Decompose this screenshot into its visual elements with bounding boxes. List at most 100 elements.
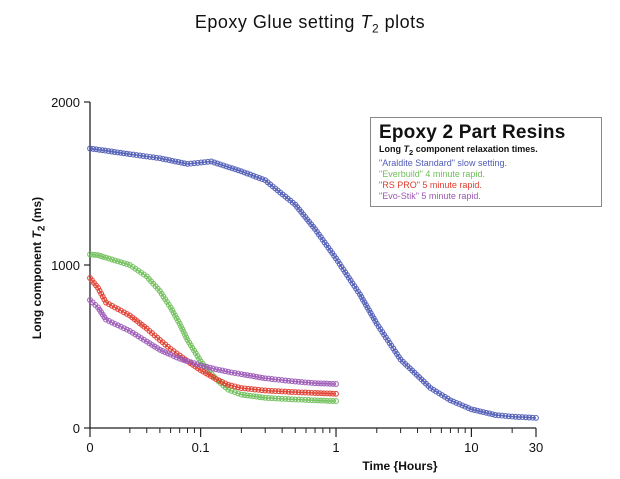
- data-point: [100, 253, 107, 260]
- data-point: [235, 384, 242, 391]
- data-point: [315, 397, 321, 404]
- series-line-3: [89, 299, 337, 385]
- data-point: [272, 388, 279, 395]
- data-point: [275, 395, 282, 402]
- data-point: [427, 385, 434, 392]
- data-point: [247, 372, 254, 379]
- x-tick-label: 30: [529, 440, 543, 455]
- data-point: [106, 255, 112, 262]
- data-point: [111, 257, 118, 264]
- chart-title-subscript: 2: [371, 21, 380, 36]
- data-point: [231, 370, 238, 376]
- data-point: [223, 163, 230, 170]
- x-tick-label: 0.1: [192, 440, 210, 455]
- data-point: [102, 147, 109, 154]
- data-point: [477, 408, 484, 415]
- data-point: [252, 386, 258, 393]
- data-point: [109, 319, 115, 326]
- data-point: [250, 393, 257, 400]
- data-point: [278, 377, 285, 384]
- data-point: [295, 378, 302, 385]
- data-point: [253, 173, 260, 180]
- data-point: [103, 299, 109, 306]
- data-point: [97, 253, 104, 259]
- data-point: [248, 386, 255, 393]
- data-point: [295, 396, 302, 403]
- data-point: [92, 251, 99, 258]
- data-point: [318, 390, 324, 397]
- data-point: [225, 381, 232, 388]
- data-point: [492, 412, 499, 418]
- legend-subtitle-symbol: T: [403, 144, 410, 154]
- legend-entries: "Araldite Standard" slow setting. "Everbu…: [379, 158, 593, 202]
- legend-entry: "Everbuild" 4 minute rapid.: [379, 168, 485, 179]
- chart-title-tail: plots: [384, 12, 426, 32]
- data-point: [123, 326, 130, 333]
- data-point: [90, 145, 97, 152]
- data-point: [99, 293, 106, 300]
- data-point: [253, 373, 260, 380]
- data-point: [201, 159, 208, 166]
- data-point: [244, 392, 251, 399]
- data-point: [268, 395, 275, 402]
- data-point: [318, 380, 324, 387]
- data-point: [302, 396, 309, 403]
- data-point: [114, 149, 121, 156]
- data-point: [533, 414, 539, 421]
- data-point: [229, 165, 236, 172]
- data-point: [103, 254, 109, 261]
- data-point: [87, 145, 93, 152]
- data-point: [468, 406, 475, 413]
- data-point: [200, 363, 207, 370]
- data-point: [238, 371, 245, 378]
- data-point: [184, 160, 191, 167]
- data-point: [140, 153, 147, 159]
- data-point: [133, 152, 140, 159]
- data-point: [111, 320, 118, 327]
- data-point: [275, 388, 282, 395]
- data-point: [194, 159, 201, 166]
- data-point: [241, 392, 248, 398]
- data-point: [111, 149, 118, 155]
- data-point: [231, 383, 238, 390]
- data-point: [191, 160, 198, 167]
- data-point: [241, 385, 248, 392]
- data-point: [235, 390, 242, 397]
- data-point: [105, 148, 112, 155]
- data-point: [282, 395, 289, 402]
- y-axis-label-subscript: 2: [36, 225, 48, 232]
- data-point: [324, 380, 330, 387]
- legend: Epoxy 2 Part Resins Long T2 component re…: [370, 117, 602, 207]
- data-point: [140, 336, 147, 343]
- data-point: [95, 284, 101, 291]
- data-point: [321, 380, 327, 387]
- data-point: [459, 402, 466, 409]
- legend-subtitle: Long T2 component relaxation times.: [379, 144, 593, 158]
- data-point: [268, 376, 275, 382]
- data-point: [462, 403, 469, 410]
- data-point: [166, 157, 173, 164]
- data-point: [250, 172, 257, 179]
- data-point: [292, 389, 299, 396]
- data-point: [285, 388, 292, 395]
- data-point: [330, 398, 336, 404]
- data-point: [241, 169, 248, 176]
- data-point: [93, 146, 100, 153]
- data-point: [156, 346, 163, 353]
- data-point: [259, 374, 266, 381]
- data-point: [228, 382, 235, 389]
- data-point: [106, 318, 112, 324]
- x-tick-label: 0: [86, 440, 93, 455]
- data-point: [256, 374, 263, 381]
- x-tick-label: 1: [332, 440, 339, 455]
- data-point: [181, 357, 188, 364]
- data-point: [298, 389, 305, 396]
- data-point: [216, 377, 223, 384]
- data-point: [272, 395, 279, 402]
- data-point: [96, 287, 103, 294]
- legend-title: Epoxy 2 Part Resins: [379, 122, 566, 143]
- data-point: [225, 368, 232, 375]
- data-point: [181, 331, 188, 338]
- data-point: [509, 413, 516, 420]
- data-point: [114, 306, 121, 312]
